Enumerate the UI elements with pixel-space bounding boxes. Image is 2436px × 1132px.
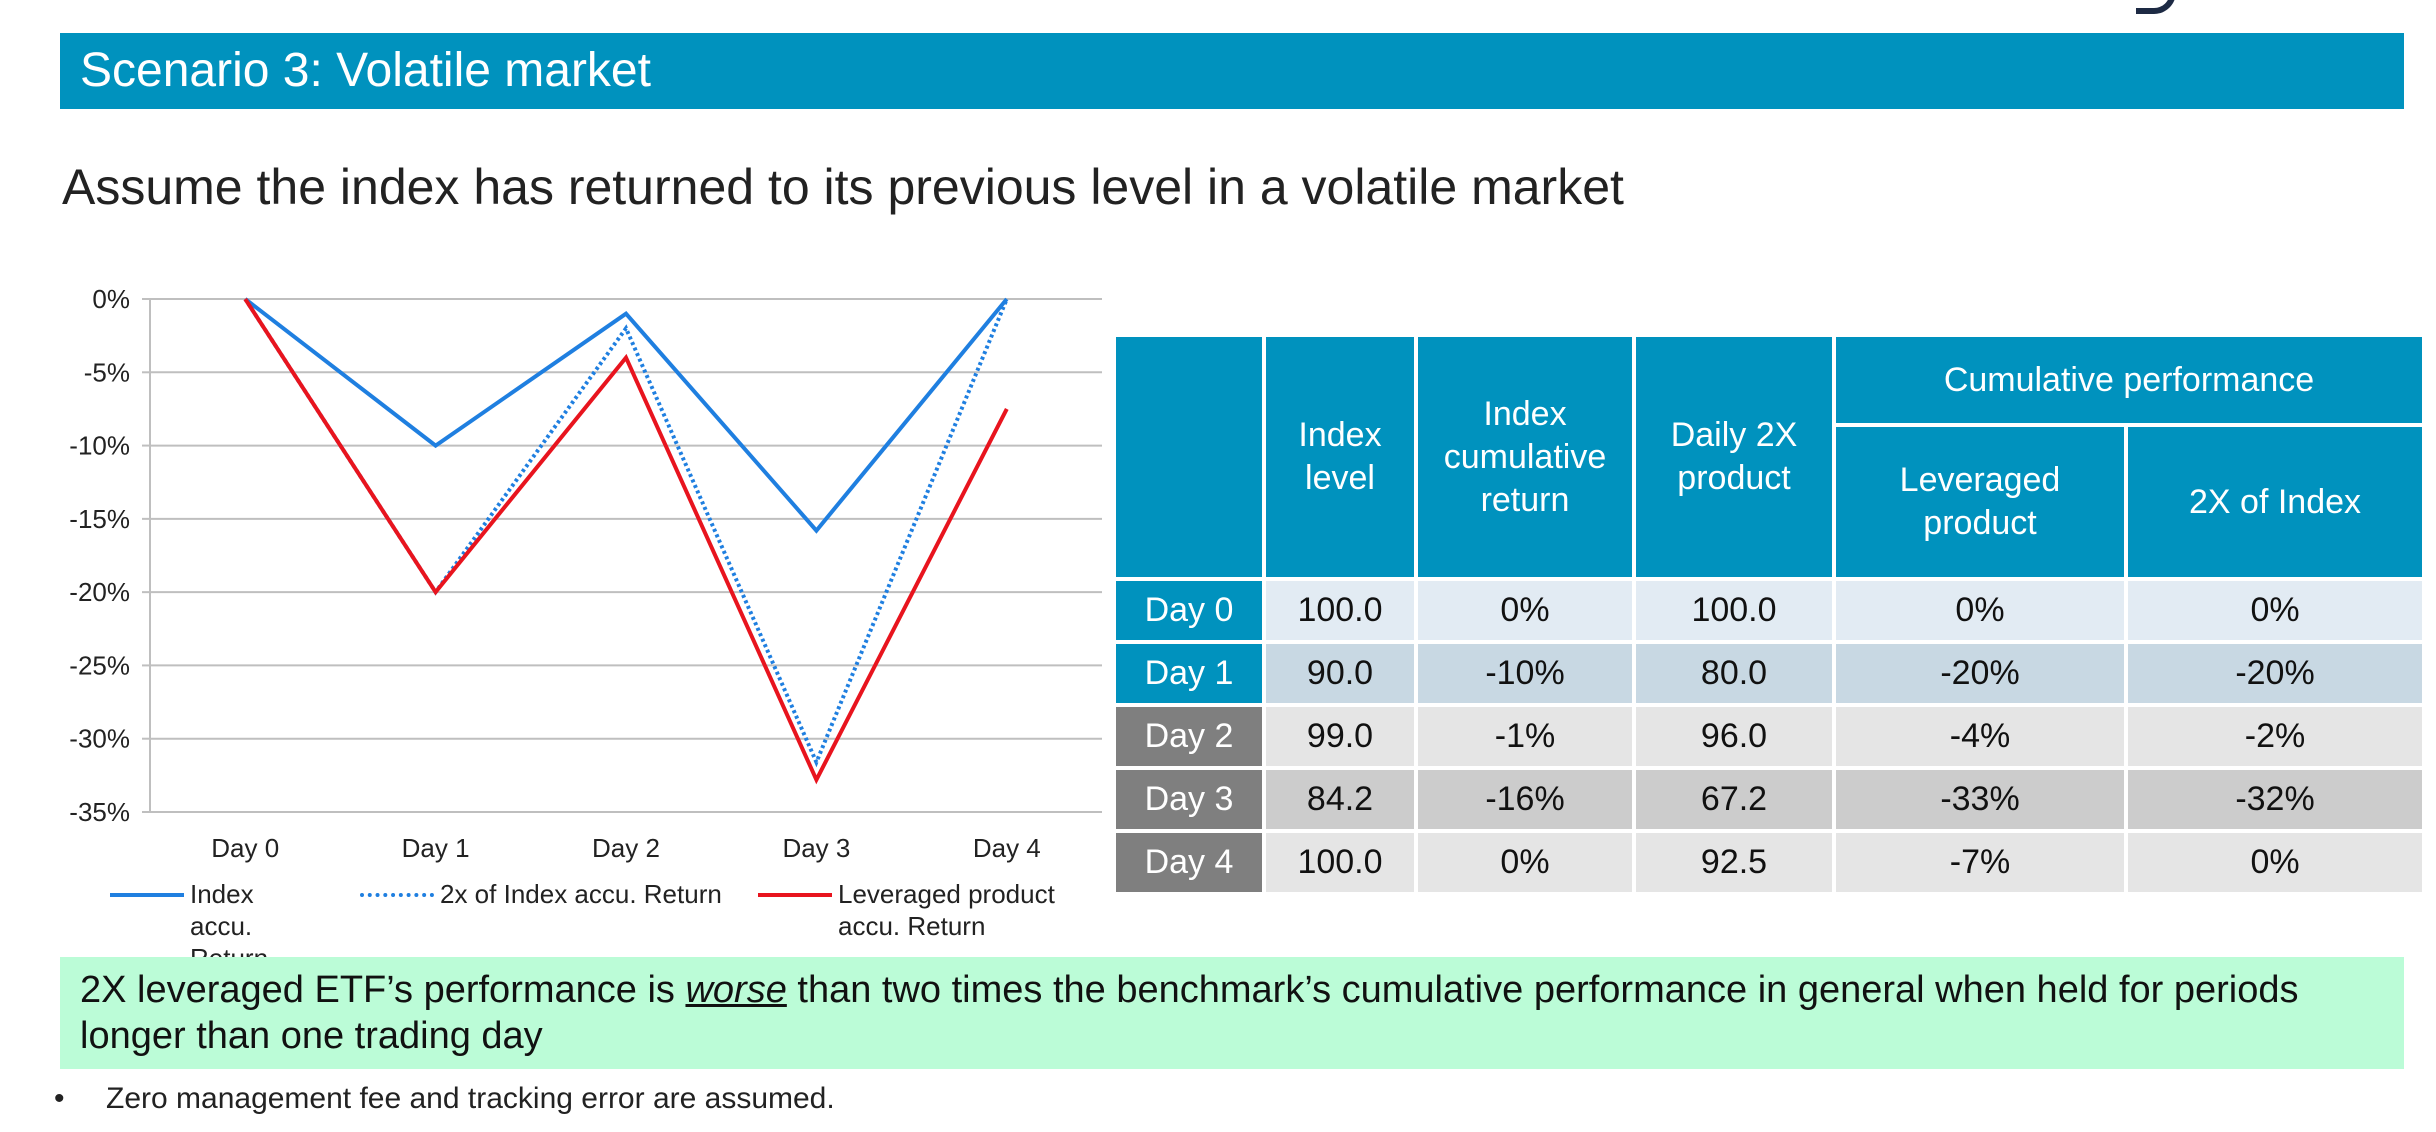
footnote: • Zero management fee and tracking error … (54, 1082, 835, 1116)
header-daily-2x: Daily 2X product (1632, 333, 1836, 581)
header-blank (1112, 333, 1266, 581)
cell-2x-index: 0% (2123, 577, 2427, 644)
x-tick-label: Day 1 (402, 833, 470, 863)
y-tick-label: -30% (69, 724, 130, 754)
cell-leveraged: 0% (1832, 577, 2128, 644)
cell-index-cum-return: 0% (1414, 577, 1636, 644)
cell-index-cum-return: -1% (1414, 703, 1636, 770)
cell-2x-index: -2% (2123, 703, 2427, 770)
callout-text-before: 2X leveraged ETF’s performance is (80, 969, 686, 1011)
cell-2x-index: -20% (2123, 640, 2427, 707)
corner-logo-mark (2136, 0, 2176, 14)
cell-index-cum-return: -10% (1414, 640, 1636, 707)
header-cumulative-performance: Cumulative performance (1831, 333, 2427, 427)
series-line-3 (243, 297, 1009, 785)
cell-2x-index: 0% (2123, 829, 2427, 896)
series-line-2 (243, 297, 1009, 768)
callout-emphasis: worse (685, 969, 787, 1011)
performance-table: Index level Index cumulative return Dail… (1112, 333, 2427, 896)
legend-label-2x-index: 2x of Index accu. Return (440, 879, 722, 909)
cell-index-cum-return: -16% (1414, 766, 1636, 833)
cell-index-cum-return: 0% (1414, 829, 1636, 896)
legend-label-index-line1: Index (190, 879, 254, 909)
x-tick-label: Day 3 (782, 833, 850, 863)
table-row-day-2: Day 2 99.0 -1% 96.0 -4% -2% (1112, 703, 2427, 770)
legend-label-leveraged-line1: Leveraged product (838, 879, 1055, 909)
callout-text-after: than two times the benchmark’s cumulativ… (80, 969, 2299, 1057)
row-label: Day 4 (1112, 829, 1266, 896)
y-tick-label: -5% (84, 357, 130, 387)
series-line-1 (243, 297, 1009, 534)
chart-legend: Index accu. Return 2x of Index accu. Ret… (110, 878, 1110, 973)
y-tick-label: 0% (92, 284, 130, 314)
cell-daily-2x: 67.2 (1632, 766, 1836, 833)
cell-2x-index: -32% (2123, 766, 2427, 833)
line-chart: 0% -5% -10% -15% -20% -25% -30% -35% Day 0 Day 1 D… (69, 284, 1102, 863)
legend-swatch-leveraged (758, 893, 832, 897)
cell-leveraged: -7% (1832, 829, 2128, 896)
cell-index-level: 84.2 (1262, 766, 1418, 833)
row-label: Day 0 (1112, 577, 1266, 644)
legend-swatch-index (110, 893, 184, 897)
table-subheader-row: Leveraged product 2X of Index (1114, 423, 2427, 581)
y-tick-label: -25% (69, 650, 130, 680)
chart-grid (150, 298, 1102, 813)
chart-tick-labels: 0% -5% -10% -15% -20% -25% -30% -35% Day 0 Day 1 D… (69, 284, 1040, 863)
x-tick-label: Day 2 (592, 833, 660, 863)
cell-index-level: 100.0 (1262, 829, 1418, 896)
cell-daily-2x: 80.0 (1632, 640, 1836, 707)
footnote-text: Zero management fee and tracking error a… (106, 1082, 835, 1115)
cell-leveraged: -33% (1832, 766, 2128, 833)
footnote-bullet: • (54, 1082, 65, 1115)
table-header-row: Index level Index cumulative return Dail… (1112, 333, 2427, 581)
x-tick-label: Day 4 (973, 833, 1041, 863)
row-label: Day 3 (1112, 766, 1266, 833)
table-row-day-4: Day 4 100.0 0% 92.5 -7% 0% (1112, 829, 2427, 896)
row-label: Day 2 (1112, 703, 1266, 770)
chart-series (243, 297, 1009, 785)
key-takeaway-callout: 2X leveraged ETF’s performance is worse … (60, 957, 2404, 1069)
table-row-day-0: Day 0 100.0 0% 100.0 0% 0% (1112, 577, 2427, 644)
header-leveraged-product: Leveraged product (1832, 423, 2128, 581)
cell-leveraged: -20% (1832, 640, 2128, 707)
header-2x-of-index: 2X of Index (2123, 423, 2427, 581)
table-row-day-3: Day 3 84.2 -16% 67.2 -33% -32% (1112, 766, 2427, 833)
legend-swatch-2x-index (360, 893, 434, 897)
slide-title: Scenario 3: Volatile market (60, 33, 2404, 109)
cell-index-level: 100.0 (1262, 577, 1418, 644)
y-tick-label: -35% (69, 797, 130, 827)
cell-leveraged: -4% (1832, 703, 2128, 770)
cell-daily-2x: 96.0 (1632, 703, 1836, 770)
x-tick-label: Day 0 (211, 833, 279, 863)
y-tick-label: -20% (69, 577, 130, 607)
legend-label-leveraged: Leveraged product accu. Return (838, 878, 1055, 942)
cell-daily-2x: 100.0 (1632, 577, 1836, 644)
y-tick-label: -15% (69, 504, 130, 534)
header-index-cum-return: Index cumulative return (1414, 333, 1636, 581)
cell-index-level: 99.0 (1262, 703, 1418, 770)
chart-axes (142, 298, 151, 813)
header-index-level: Index level (1262, 333, 1418, 581)
legend-label-leveraged-line2: accu. Return (838, 911, 986, 941)
cell-index-level: 90.0 (1262, 640, 1418, 707)
y-tick-label: -10% (69, 431, 130, 461)
table-row-day-1: Day 1 90.0 -10% 80.0 -20% -20% (1112, 640, 2427, 707)
cell-daily-2x: 92.5 (1632, 829, 1836, 896)
slide-subtitle: Assume the index has returned to its pre… (62, 159, 1624, 215)
row-label: Day 1 (1112, 640, 1266, 707)
